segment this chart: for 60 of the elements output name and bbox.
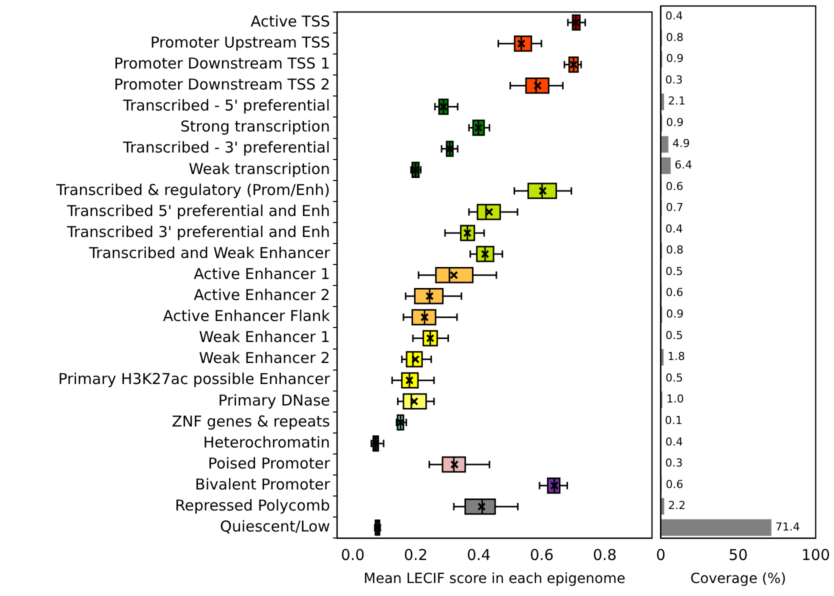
data-label: 0.7 [666,201,684,214]
y-tick-label: Poised Promoter [208,454,331,472]
y-tick-label: Transcribed & regulatory (Prom/Enh) [55,180,330,199]
data-label: 0.8 [666,30,684,44]
y-tick-label: Heterochromatin [203,433,330,452]
data-label: 2.1 [668,94,686,108]
data-label: 0.4 [665,222,683,236]
y-tick-label: Promoter Downstream TSS 1 [114,54,330,73]
y-tick-label: ZNF genes & repeats [172,412,330,430]
x-tick-label: 100 [801,546,830,564]
data-label: 2.2 [668,499,686,512]
data-label: 0.8 [666,244,684,257]
y-tick-label: Transcribed and Weak Enhancer [88,244,331,262]
y-tick-label: Bivalent Promoter [195,475,331,494]
data-label: 1.0 [666,392,684,406]
x-tick-label: 50 [728,546,748,564]
y-tick-label: Transcribed - 3' preferential [122,138,330,157]
y-tick-label: Active Enhancer 1 [194,264,330,283]
x-axis-title: Coverage (%) [690,571,786,588]
data-label: 71.4 [775,520,800,534]
x-tick-label: 0.4 [466,546,491,564]
y-tick-label: Weak transcription [188,160,330,178]
data-label: 1.8 [668,350,686,364]
data-label: 0.5 [666,371,684,384]
data-label: 0.6 [666,286,684,300]
y-tick-label: Transcribed 5' preferential and Enh [66,202,330,220]
data-label: 0.4 [665,435,683,448]
y-tick-label: Promoter Upstream TSS [150,33,330,52]
data-label: 0.6 [666,180,684,193]
y-tick-label: Transcribed 3' preferential and Enh [66,222,330,241]
y-tick-label: Weak Enhancer 1 [199,328,330,346]
data-label: 0.9 [666,308,684,321]
y-tick-label: Weak Enhancer 2 [199,349,330,368]
data-label: 6.4 [674,158,692,172]
data-label: 0.1 [664,414,682,427]
y-tick-label: Active TSS [250,12,330,30]
y-tick-label: Active Enhancer 2 [194,286,330,304]
y-tick-label: Primary DNase [218,391,330,410]
x-tick-label: 0.6 [530,546,554,564]
y-tick-label: Quiescent/Low [220,518,330,536]
x-tick-label: 0 [656,546,666,564]
data-label: 0.3 [665,73,683,86]
y-tick-label: Active Enhancer Flank [163,307,330,326]
y-tick-label: Transcribed - 5' preferential [122,96,330,115]
x-tick-label: 0.2 [404,546,428,564]
data-label: 0.3 [665,456,683,470]
y-tick-label: Promoter Downstream TSS 2 [114,76,330,94]
x-axis-title: Mean LECIF score in each epigenome [364,571,626,588]
y-tick-label: Repressed Polycomb [174,496,330,515]
x-tick-label: 0.8 [592,546,617,564]
data-label: 0.6 [666,478,684,491]
data-label: 0.5 [666,328,684,342]
data-label: 4.9 [672,137,690,150]
y-tick-label: Strong transcription [180,118,330,136]
data-label: 0.9 [666,116,684,129]
data-label: 0.9 [666,52,684,66]
y-tick-label: Primary H3K27ac possible Enhancer [58,370,331,388]
data-label: 0.4 [665,10,683,23]
x-tick-label: 0.0 [340,546,365,564]
data-label: 0.5 [666,264,684,278]
